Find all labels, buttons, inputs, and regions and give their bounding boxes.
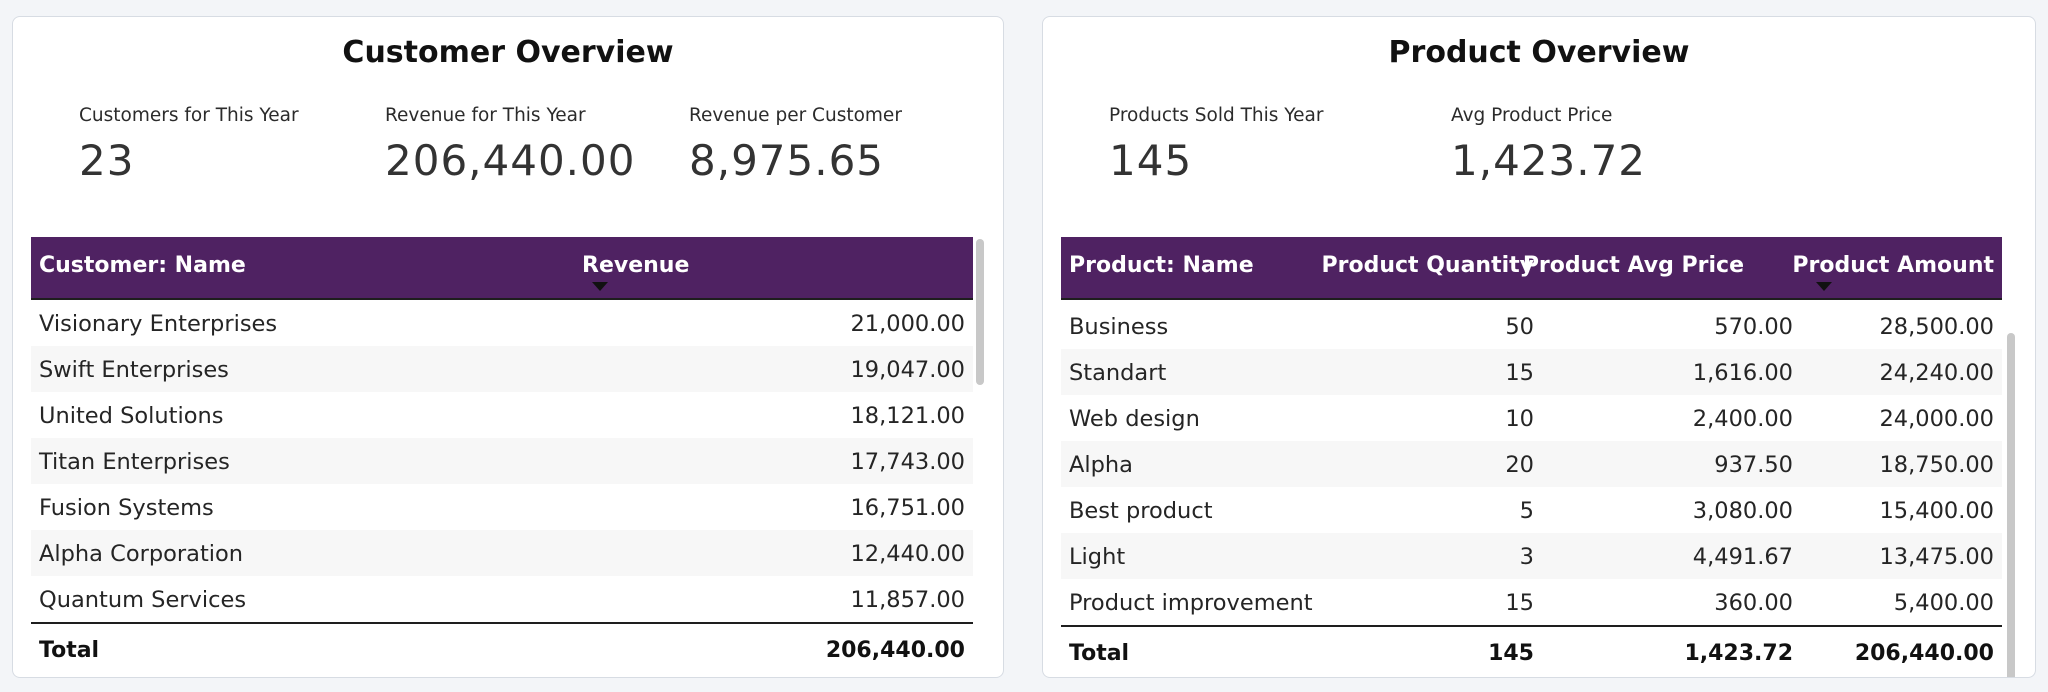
kpi-value: 145 <box>1109 136 1193 185</box>
cell-product-avg-price: 360.00 <box>1714 590 1793 616</box>
kpi-customers-this-year: Customers for This Year 23 <box>79 105 299 185</box>
total-quantity: 145 <box>1488 641 1534 666</box>
cell-revenue: 11,857.00 <box>850 587 965 613</box>
table-row[interactable]: Web design 10 2,400.00 24,000.00 <box>1061 395 2002 441</box>
table-row[interactable]: Fusion Systems 16,751.00 <box>31 484 973 530</box>
cell-revenue: 18,121.00 <box>850 403 965 429</box>
sort-descending-icon[interactable] <box>1816 282 1832 291</box>
kpi-value: 206,440.00 <box>385 136 636 185</box>
column-header-product-avg-price[interactable]: Product Avg Price <box>1522 253 1744 278</box>
kpi-label: Products Sold This Year <box>1109 105 1324 126</box>
table-row[interactable]: Quantum Services 11,857.00 <box>31 576 973 622</box>
kpi-label: Avg Product Price <box>1451 105 1613 126</box>
cell-product-avg-price: 2,400.00 <box>1692 406 1793 432</box>
table-total-row: Total 145 1,423.72 206,440.00 <box>1061 625 2002 677</box>
cell-product-avg-price: 1,616.00 <box>1692 360 1793 386</box>
column-header-product-quantity[interactable]: Product Quantity <box>1321 253 1534 278</box>
cell-customer-name: Alpha Corporation <box>39 541 244 567</box>
table-row[interactable]: Product improvement 15 360.00 5,400.00 <box>1061 579 2002 625</box>
kpi-revenue-per-customer: Revenue per Customer 8,975.65 <box>689 105 902 185</box>
cell-product-name: Best product <box>1069 498 1213 524</box>
total-avg-price: 1,423.72 <box>1684 641 1793 666</box>
kpi-label: Customers for This Year <box>79 105 299 126</box>
cell-customer-name: Swift Enterprises <box>39 357 229 383</box>
table-row[interactable]: Alpha Corporation 12,440.00 <box>31 530 973 576</box>
table-total-row: Total 206,440.00 <box>31 622 973 674</box>
table-row[interactable]: Best product 5 3,080.00 15,400.00 <box>1061 487 2002 533</box>
customer-revenue-table: Customer: Name Revenue Visionary Enterpr… <box>31 237 973 674</box>
cell-product-amount: 24,240.00 <box>1879 360 1994 386</box>
table-header: Product: Name Product Quantity Product A… <box>1061 237 2002 300</box>
cell-product-quantity: 15 <box>1505 360 1534 386</box>
kpi-label: Revenue for This Year <box>385 105 586 126</box>
cell-product-amount: 28,500.00 <box>1879 314 1994 340</box>
cell-customer-name: United Solutions <box>39 403 224 429</box>
total-label: Total <box>39 638 100 663</box>
table-row[interactable]: Alpha 20 937.50 18,750.00 <box>1061 441 2002 487</box>
cell-product-avg-price: 937.50 <box>1714 452 1793 478</box>
cell-customer-name: Quantum Services <box>39 587 247 613</box>
cell-product-quantity: 20 <box>1505 452 1534 478</box>
cell-revenue: 21,000.00 <box>850 311 965 337</box>
total-revenue: 206,440.00 <box>825 638 965 663</box>
cell-product-amount: 18,750.00 <box>1879 452 1994 478</box>
cell-product-name: Light <box>1069 544 1126 570</box>
cell-product-quantity: 3 <box>1519 544 1534 570</box>
cell-product-name: Web design <box>1069 406 1200 432</box>
cell-customer-name: Fusion Systems <box>39 495 214 521</box>
cell-customer-name: Visionary Enterprises <box>39 311 278 337</box>
table-row[interactable]: United Solutions 18,121.00 <box>31 392 973 438</box>
cell-product-avg-price: 3,080.00 <box>1692 498 1793 524</box>
column-header-revenue[interactable]: Revenue <box>582 253 690 278</box>
cell-product-name: Business <box>1069 314 1169 340</box>
table-row[interactable]: Swift Enterprises 19,047.00 <box>31 346 973 392</box>
kpi-value: 8,975.65 <box>689 136 885 185</box>
cell-revenue: 19,047.00 <box>850 357 965 383</box>
cell-product-amount: 13,475.00 <box>1879 544 1994 570</box>
kpi-products-sold-this-year: Products Sold This Year 145 <box>1109 105 1323 185</box>
product-overview-title: Product Overview <box>1388 35 1690 70</box>
table-row[interactable]: Business 50 570.00 28,500.00 <box>1061 303 2002 349</box>
kpi-avg-product-price: Avg Product Price 1,423.72 <box>1451 105 1646 185</box>
cell-revenue: 16,751.00 <box>850 495 965 521</box>
table-scrollbar[interactable] <box>976 239 984 385</box>
kpi-revenue-this-year: Revenue for This Year 206,440.00 <box>385 105 635 185</box>
table-row[interactable]: Light 3 4,491.67 13,475.00 <box>1061 533 2002 579</box>
customer-overview-panel: Customer Overview Customers for This Yea… <box>12 16 1004 678</box>
cell-customer-name: Titan Enterprises <box>39 449 230 475</box>
cell-revenue: 12,440.00 <box>850 541 965 567</box>
table-header: Customer: Name Revenue <box>31 237 973 300</box>
table-row[interactable]: Visionary Enterprises 21,000.00 <box>31 300 973 346</box>
cell-product-name: Alpha <box>1069 452 1133 478</box>
column-header-product-name[interactable]: Product: Name <box>1069 253 1254 278</box>
cell-product-name: Product improvement <box>1069 590 1313 616</box>
column-header-customer-name[interactable]: Customer: Name <box>39 253 246 278</box>
total-label: Total <box>1069 641 1130 666</box>
product-overview-panel: Product Overview Products Sold This Year… <box>1042 16 2036 678</box>
cell-product-quantity: 15 <box>1505 590 1534 616</box>
cell-product-avg-price: 570.00 <box>1714 314 1793 340</box>
cell-product-quantity: 10 <box>1505 406 1534 432</box>
cell-product-name: Standart <box>1069 360 1167 386</box>
kpi-label: Revenue per Customer <box>689 105 902 126</box>
table-scrollbar[interactable] <box>2007 333 2015 677</box>
kpi-value: 1,423.72 <box>1451 136 1647 185</box>
sort-descending-icon[interactable] <box>592 282 608 291</box>
customer-overview-title: Customer Overview <box>342 35 674 70</box>
cell-product-amount: 5,400.00 <box>1893 590 1994 616</box>
cell-revenue: 17,743.00 <box>850 449 965 475</box>
cell-product-amount: 15,400.00 <box>1879 498 1994 524</box>
total-amount: 206,440.00 <box>1854 641 1994 666</box>
table-row[interactable]: Standart 15 1,616.00 24,240.00 <box>1061 349 2002 395</box>
column-header-product-amount[interactable]: Product Amount <box>1792 253 1994 278</box>
cell-product-quantity: 50 <box>1505 314 1534 340</box>
table-body: Business 50 570.00 28,500.00 Standart 15 1,616… <box>1061 300 2002 625</box>
cell-product-avg-price: 4,491.67 <box>1692 544 1793 570</box>
cell-product-amount: 24,000.00 <box>1879 406 1994 432</box>
table-row[interactable]: Titan Enterprises 17,743.00 <box>31 438 973 484</box>
product-table: Product: Name Product Quantity Product A… <box>1061 237 2002 677</box>
cell-product-quantity: 5 <box>1519 498 1534 524</box>
kpi-value: 23 <box>79 136 135 185</box>
table-body: Visionary Enterprises 21,000.00 Swift Ente… <box>31 300 973 622</box>
